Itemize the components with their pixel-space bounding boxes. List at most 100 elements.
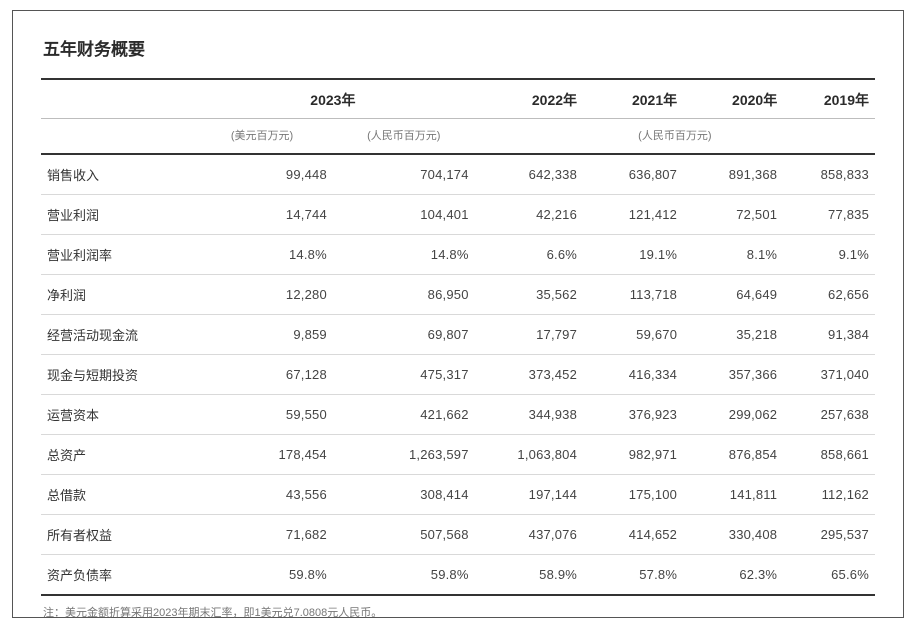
card-title: 五年财务概要 (43, 35, 875, 60)
cell-2019: 295,537 (783, 515, 875, 555)
header-row-years: 2023年 2022年 2021年 2020年 2019年 (41, 79, 875, 119)
cell-2020: 357,366 (683, 355, 783, 395)
cell-2022: 42,216 (475, 195, 583, 235)
financial-table: 2023年 2022年 2021年 2020年 2019年 (美元百万元) (人… (41, 78, 875, 596)
header-year-2021: 2021年 (583, 79, 683, 119)
cell-2020: 330,408 (683, 515, 783, 555)
cell-2020: 299,062 (683, 395, 783, 435)
financial-summary-card: 五年财务概要 2023年 2022年 2021年 2020年 2019年 (美元… (12, 10, 904, 618)
cell-2020: 35,218 (683, 315, 783, 355)
header-row-units: (美元百万元) (人民币百万元) (人民币百万元) (41, 119, 875, 155)
table-row: 净利润12,28086,95035,562113,71864,64962,656 (41, 275, 875, 315)
cell-rmb-2023: 475,317 (333, 355, 475, 395)
cell-2019: 112,162 (783, 475, 875, 515)
header-year-2023: 2023年 (191, 79, 475, 119)
header-unit-rmb-2023: (人民币百万元) (333, 119, 475, 155)
cell-2022: 197,144 (475, 475, 583, 515)
header-unit-usd: (美元百万元) (191, 119, 333, 155)
row-label: 运营资本 (41, 395, 191, 435)
cell-rmb-2023: 1,263,597 (333, 435, 475, 475)
table-row: 现金与短期投资67,128475,317373,452416,334357,36… (41, 355, 875, 395)
cell-2022: 344,938 (475, 395, 583, 435)
cell-usd: 9,859 (191, 315, 333, 355)
row-label: 总借款 (41, 475, 191, 515)
table-row: 销售收入99,448704,174642,338636,807891,36885… (41, 154, 875, 195)
cell-rmb-2023: 421,662 (333, 395, 475, 435)
page: 五年财务概要 2023年 2022年 2021年 2020年 2019年 (美元… (0, 0, 916, 628)
cell-2021: 636,807 (583, 154, 683, 195)
cell-2022: 437,076 (475, 515, 583, 555)
cell-usd: 99,448 (191, 154, 333, 195)
cell-2020: 141,811 (683, 475, 783, 515)
table-header: 2023年 2022年 2021年 2020年 2019年 (美元百万元) (人… (41, 79, 875, 154)
cell-2022: 35,562 (475, 275, 583, 315)
cell-usd: 43,556 (191, 475, 333, 515)
cell-usd: 178,454 (191, 435, 333, 475)
table-row: 营业利润率14.8%14.8%6.6%19.1%8.1%9.1% (41, 235, 875, 275)
cell-2019: 257,638 (783, 395, 875, 435)
cell-2020: 891,368 (683, 154, 783, 195)
cell-usd: 14,744 (191, 195, 333, 235)
table-row: 经营活动现金流9,85969,80717,79759,67035,21891,3… (41, 315, 875, 355)
cell-2022: 1,063,804 (475, 435, 583, 475)
cell-usd: 14.8% (191, 235, 333, 275)
cell-2021: 982,971 (583, 435, 683, 475)
table-row: 营业利润14,744104,40142,216121,41272,50177,8… (41, 195, 875, 235)
cell-rmb-2023: 69,807 (333, 315, 475, 355)
cell-2021: 416,334 (583, 355, 683, 395)
header-year-2022: 2022年 (475, 79, 583, 119)
cell-2022: 58.9% (475, 555, 583, 596)
cell-2020: 8.1% (683, 235, 783, 275)
cell-2021: 57.8% (583, 555, 683, 596)
header-year-2019: 2019年 (783, 79, 875, 119)
header-unit-rmb-rest: (人民币百万元) (475, 119, 875, 155)
cell-2019: 858,661 (783, 435, 875, 475)
cell-2021: 19.1% (583, 235, 683, 275)
cell-2022: 6.6% (475, 235, 583, 275)
row-label: 营业利润率 (41, 235, 191, 275)
row-label: 经营活动现金流 (41, 315, 191, 355)
cell-2021: 121,412 (583, 195, 683, 235)
cell-2020: 876,854 (683, 435, 783, 475)
cell-2021: 175,100 (583, 475, 683, 515)
row-label: 资产负债率 (41, 555, 191, 596)
cell-2019: 371,040 (783, 355, 875, 395)
cell-usd: 71,682 (191, 515, 333, 555)
cell-2021: 113,718 (583, 275, 683, 315)
cell-2020: 64,649 (683, 275, 783, 315)
cell-2019: 77,835 (783, 195, 875, 235)
cell-2022: 17,797 (475, 315, 583, 355)
table-row: 运营资本59,550421,662344,938376,923299,06225… (41, 395, 875, 435)
cell-2022: 642,338 (475, 154, 583, 195)
table-row: 资产负债率59.8%59.8%58.9%57.8%62.3%65.6% (41, 555, 875, 596)
cell-rmb-2023: 704,174 (333, 154, 475, 195)
cell-2020: 72,501 (683, 195, 783, 235)
cell-rmb-2023: 14.8% (333, 235, 475, 275)
cell-rmb-2023: 59.8% (333, 555, 475, 596)
cell-2020: 62.3% (683, 555, 783, 596)
header-year-2020: 2020年 (683, 79, 783, 119)
cell-2019: 9.1% (783, 235, 875, 275)
cell-usd: 59.8% (191, 555, 333, 596)
cell-usd: 67,128 (191, 355, 333, 395)
row-label: 净利润 (41, 275, 191, 315)
cell-2022: 373,452 (475, 355, 583, 395)
row-label: 所有者权益 (41, 515, 191, 555)
row-label: 营业利润 (41, 195, 191, 235)
header-blank (41, 79, 191, 119)
cell-2019: 65.6% (783, 555, 875, 596)
cell-2021: 59,670 (583, 315, 683, 355)
header-unit-blank (41, 119, 191, 155)
row-label: 销售收入 (41, 154, 191, 195)
cell-2021: 414,652 (583, 515, 683, 555)
cell-2019: 858,833 (783, 154, 875, 195)
cell-2019: 91,384 (783, 315, 875, 355)
table-row: 所有者权益71,682507,568437,076414,652330,4082… (41, 515, 875, 555)
cell-rmb-2023: 507,568 (333, 515, 475, 555)
table-body: 销售收入99,448704,174642,338636,807891,36885… (41, 154, 875, 595)
row-label: 总资产 (41, 435, 191, 475)
cell-2019: 62,656 (783, 275, 875, 315)
table-row: 总借款43,556308,414197,144175,100141,811112… (41, 475, 875, 515)
table-row: 总资产178,4541,263,5971,063,804982,971876,8… (41, 435, 875, 475)
cell-2021: 376,923 (583, 395, 683, 435)
